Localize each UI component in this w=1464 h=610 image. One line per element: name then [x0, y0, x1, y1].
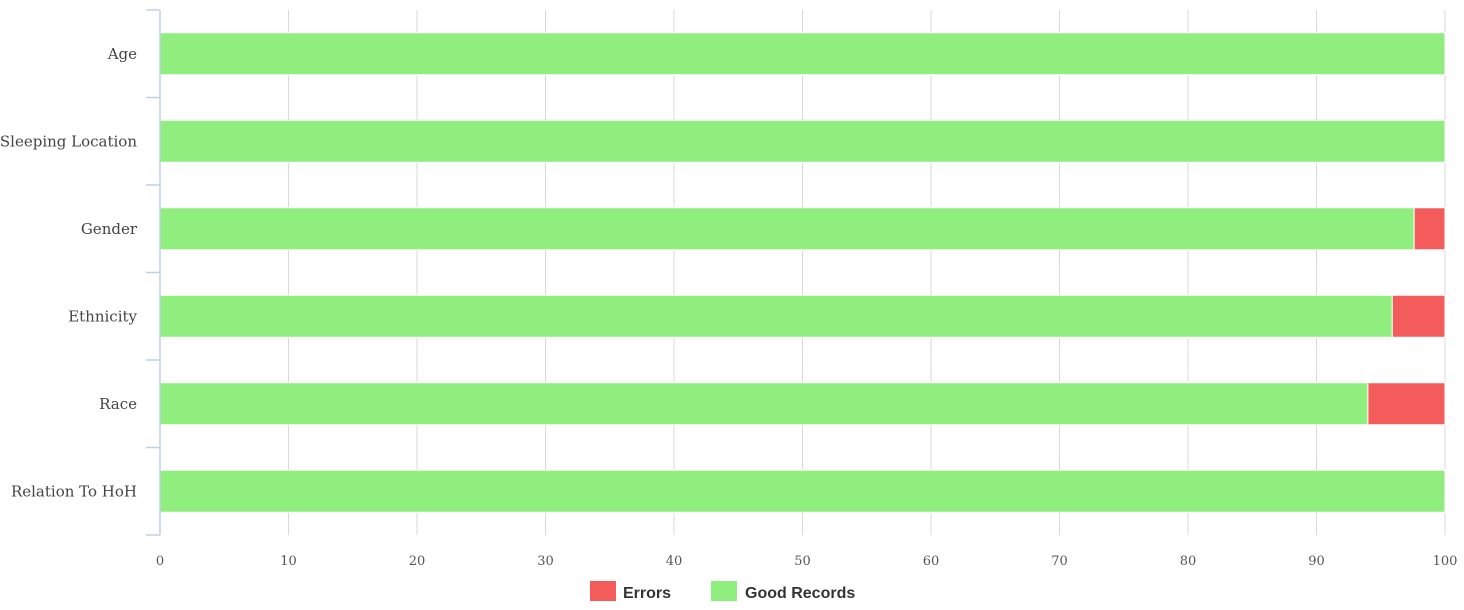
x-tick-label-60: 60 [923, 554, 940, 569]
bar-good-records-3[interactable] [159, 294, 1393, 338]
category-label-3: Ethnicity [68, 307, 137, 325]
x-tick-label-90: 90 [1308, 554, 1325, 569]
x-tick-label-70: 70 [1051, 554, 1068, 569]
bar-good-records-4[interactable] [159, 382, 1369, 426]
legend-swatch-errors [590, 581, 616, 601]
x-tick-label-10: 10 [280, 554, 297, 569]
category-axis [146, 9, 161, 536]
bar-good-records-2[interactable] [159, 207, 1415, 251]
category-label-2: Gender [81, 220, 138, 238]
bar-errors-2[interactable] [1413, 207, 1446, 251]
value-axis-labels: 0 10 20 30 40 50 60 70 80 90 100 [156, 554, 1458, 569]
bar-errors-4[interactable] [1367, 382, 1446, 426]
category-label-5: Relation To HoH [11, 482, 137, 500]
category-label-4: Race [99, 395, 137, 413]
x-tick-label-50: 50 [794, 554, 811, 569]
x-tick-label-40: 40 [666, 554, 683, 569]
category-label-0: Age [107, 45, 137, 63]
x-tick-label-100: 100 [1433, 554, 1458, 569]
category-labels: Age Sleeping Location Gender Ethnicity Race R… [0, 45, 138, 501]
bar-good-records-1[interactable] [159, 119, 1446, 163]
legend: Errors Good Records [590, 581, 855, 602]
bar-errors-3[interactable] [1391, 294, 1446, 338]
legend-swatch-good-records [711, 581, 737, 601]
legend-item-good-records[interactable]: Good Records [711, 581, 855, 602]
bar-good-records-5[interactable] [159, 469, 1446, 513]
x-tick-label-30: 30 [537, 554, 554, 569]
legend-label-errors: Errors [623, 585, 671, 602]
x-tick-label-20: 20 [409, 554, 426, 569]
category-label-1: Sleeping Location [0, 132, 137, 150]
x-tick-label-0: 0 [156, 554, 164, 569]
grid-lines [159, 10, 1446, 535]
x-tick-label-80: 80 [1180, 554, 1197, 569]
legend-item-errors[interactable]: Errors [590, 581, 671, 602]
bar-good-records-0[interactable] [159, 32, 1446, 76]
legend-label-good-records: Good Records [745, 585, 855, 602]
